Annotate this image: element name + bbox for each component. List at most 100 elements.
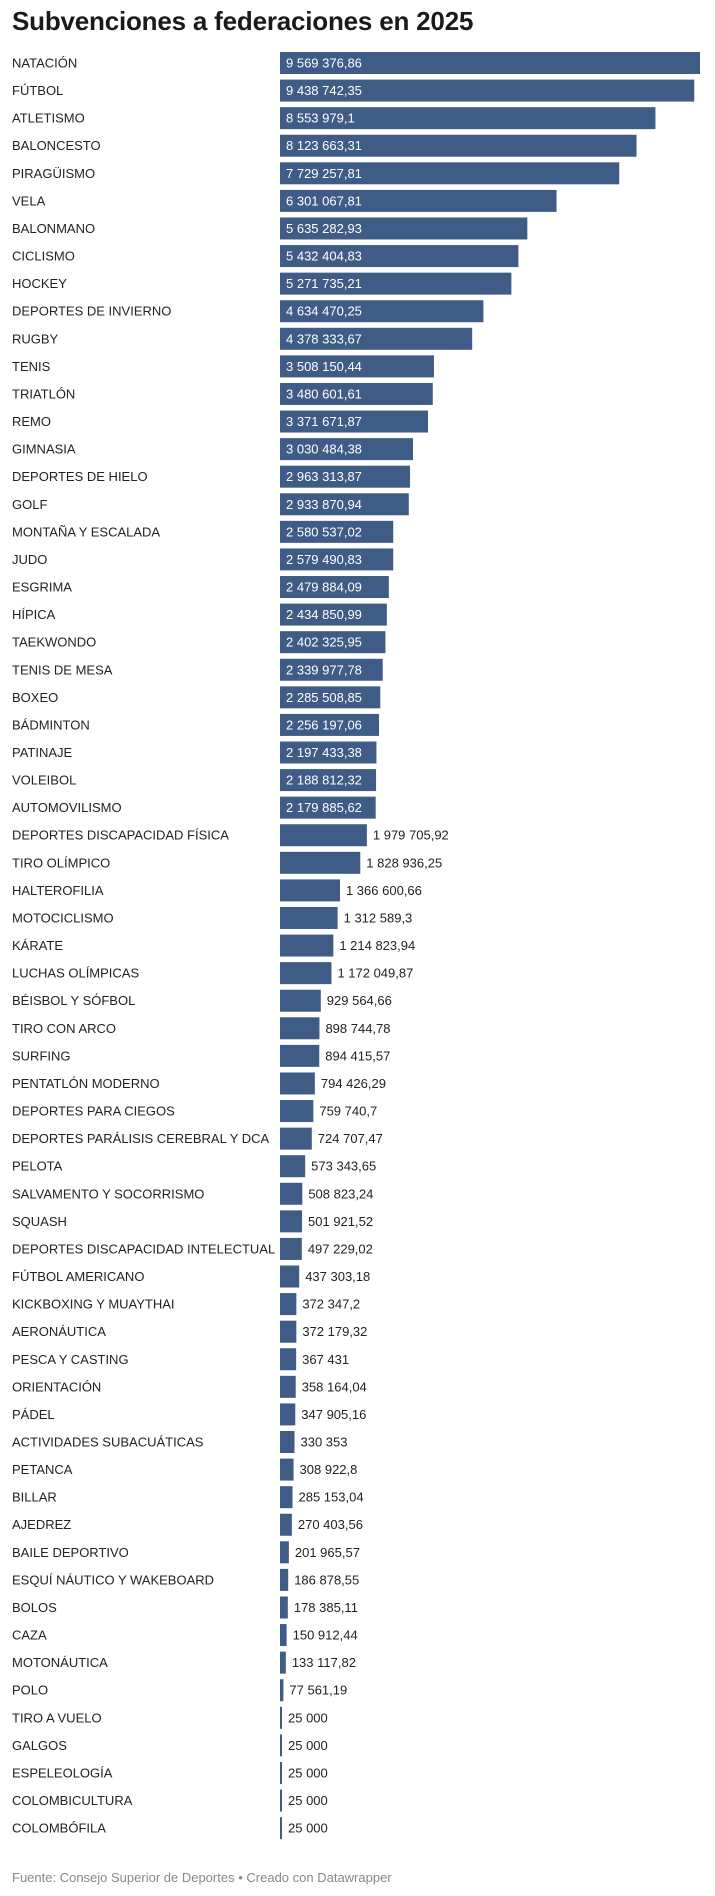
category-label: FÚTBOL AMERICANO bbox=[12, 1269, 144, 1284]
bar-row: AUTOMOVILISMO 2 179 885,62 bbox=[12, 796, 376, 819]
category-label: BOLOS bbox=[12, 1600, 57, 1615]
bar-row: COLOMBICULTURA 25 000 bbox=[12, 1789, 328, 1812]
bar bbox=[280, 851, 361, 874]
value-label: 898 744,78 bbox=[325, 1021, 390, 1036]
value-label: 367 431 bbox=[302, 1352, 349, 1367]
bar-row: CICLISMO 5 432 404,83 bbox=[12, 245, 519, 268]
category-label: ACTIVIDADES SUBACUÁTICAS bbox=[12, 1435, 204, 1450]
value-label: 25 000 bbox=[288, 1738, 328, 1753]
category-label: DEPORTES PARÁLISIS CEREBRAL Y DCA bbox=[12, 1131, 270, 1146]
value-label: 308 922,8 bbox=[300, 1462, 358, 1477]
bar bbox=[280, 272, 512, 295]
value-label: 5 635 282,93 bbox=[286, 221, 362, 236]
bar-row: BALONCESTO 8 123 663,31 bbox=[12, 134, 637, 157]
bar-row: CAZA 150 912,44 bbox=[12, 1624, 358, 1647]
value-label: 8 553 979,1 bbox=[286, 111, 355, 126]
category-label: TIRO CON ARCO bbox=[12, 1021, 116, 1036]
value-label: 501 921,52 bbox=[308, 1214, 373, 1229]
bar-row: PENTATLÓN MODERNO 794 426,29 bbox=[12, 1072, 386, 1095]
bar-row: KÁRATE 1 214 823,94 bbox=[12, 934, 415, 957]
bar-row: AERONÁUTICA 372 179,32 bbox=[12, 1320, 367, 1343]
bar-row: HÍPICA 2 434 850,99 bbox=[12, 603, 387, 626]
value-label: 437 303,18 bbox=[305, 1269, 370, 1284]
category-label: DEPORTES DISCAPACIDAD FÍSICA bbox=[12, 828, 229, 843]
bar-row: AJEDREZ 270 403,56 bbox=[12, 1513, 363, 1536]
bar-row: GALGOS 25 000 bbox=[12, 1734, 328, 1757]
bar-row: PELOTA 573 343,65 bbox=[12, 1155, 376, 1178]
bar-row: PÁDEL 347 905,16 bbox=[12, 1403, 366, 1426]
bar-row: TIRO OLÍMPICO 1 828 936,25 bbox=[12, 851, 442, 874]
value-label: 77 561,19 bbox=[289, 1683, 347, 1698]
category-label: COLOMBÓFILA bbox=[12, 1821, 106, 1836]
value-label: 1 366 600,66 bbox=[346, 883, 422, 898]
bar-row: FÚTBOL 9 438 742,35 bbox=[12, 79, 695, 102]
value-label: 724 707,47 bbox=[318, 1131, 383, 1146]
value-label: 2 188 812,32 bbox=[286, 773, 362, 788]
category-label: DEPORTES DISCAPACIDAD INTELECTUAL bbox=[12, 1241, 275, 1256]
category-label: AUTOMOVILISMO bbox=[12, 800, 122, 815]
category-label: PATINAJE bbox=[12, 745, 73, 760]
bar bbox=[280, 465, 411, 488]
category-label: SALVAMENTO Y SOCORRISMO bbox=[12, 1186, 204, 1201]
category-label: SQUASH bbox=[12, 1214, 67, 1229]
bar bbox=[280, 410, 428, 433]
bar-row: PETANCA 308 922,8 bbox=[12, 1458, 358, 1481]
value-label: 25 000 bbox=[288, 1793, 328, 1808]
bar-row: DEPORTES DISCAPACIDAD INTELECTUAL 497 229… bbox=[12, 1237, 373, 1260]
bar-row: ESGRIMA 2 479 884,09 bbox=[12, 576, 389, 599]
bar-row: HALTEROFILIA 1 366 600,66 bbox=[12, 879, 422, 902]
bar-row: ACTIVIDADES SUBACUÁTICAS 330 353 bbox=[12, 1431, 347, 1453]
bar bbox=[280, 906, 338, 929]
value-label: 2 402 325,95 bbox=[286, 635, 362, 650]
value-label: 2 285 508,85 bbox=[286, 690, 362, 705]
value-label: 1 828 936,25 bbox=[366, 855, 442, 870]
category-label: KICKBOXING Y MUAYTHAI bbox=[12, 1297, 175, 1312]
footer-credit[interactable]: Creado con Datawrapper bbox=[246, 1870, 392, 1885]
bar bbox=[280, 824, 367, 847]
bar bbox=[280, 1403, 296, 1426]
bar bbox=[280, 382, 433, 405]
bar bbox=[280, 162, 620, 185]
chart-footer: Fuente: Consejo Superior de Deportes • C… bbox=[12, 1870, 392, 1885]
category-label: PENTATLÓN MODERNO bbox=[12, 1076, 160, 1091]
category-label: LUCHAS OLÍMPICAS bbox=[12, 966, 139, 981]
value-label: 2 434 850,99 bbox=[286, 607, 362, 622]
bar-row: TRIATLÓN 3 480 601,61 bbox=[12, 382, 433, 405]
value-label: 794 426,29 bbox=[321, 1076, 386, 1091]
bar-row: DEPORTES PARA CIEGOS 759 740,7 bbox=[12, 1100, 377, 1123]
category-label: BÉISBOL Y SÓFBOL bbox=[12, 993, 135, 1008]
bar bbox=[280, 1541, 289, 1564]
category-label: CICLISMO bbox=[12, 249, 75, 264]
bar bbox=[280, 658, 383, 681]
bar-row: HOCKEY 5 271 735,21 bbox=[12, 272, 512, 295]
bar bbox=[280, 1127, 312, 1150]
value-label: 372 179,32 bbox=[302, 1324, 367, 1339]
value-label: 8 123 663,31 bbox=[286, 138, 362, 153]
bar bbox=[280, 327, 473, 350]
bar-row: TAEKWONDO 2 402 325,95 bbox=[12, 631, 386, 654]
bar-row: BOLOS 178 385,11 bbox=[12, 1596, 358, 1619]
category-label: PETANCA bbox=[12, 1462, 73, 1477]
category-label: SURFING bbox=[12, 1048, 71, 1063]
bar-row: DEPORTES DE INVIERNO 4 634 470,25 bbox=[12, 300, 484, 323]
bar-row: PIRAGÜISMO 7 729 257,81 bbox=[12, 162, 620, 185]
bar bbox=[280, 548, 394, 571]
bar-row: SALVAMENTO Y SOCORRISMO 508 823,24 bbox=[12, 1182, 373, 1205]
bar bbox=[280, 1706, 282, 1729]
category-label: HÍPICA bbox=[12, 607, 56, 622]
value-label: 25 000 bbox=[288, 1821, 328, 1836]
bar-row: RUGBY 4 378 333,67 bbox=[12, 327, 473, 350]
footer-source: Fuente: Consejo Superior de Deportes bbox=[12, 1870, 235, 1885]
bar bbox=[280, 300, 484, 323]
value-label: 2 179 885,62 bbox=[286, 800, 362, 815]
bar-row: BILLAR 285 153,04 bbox=[12, 1486, 364, 1509]
bar bbox=[280, 189, 557, 212]
bar bbox=[280, 438, 414, 461]
value-label: 270 403,56 bbox=[298, 1517, 363, 1532]
category-label: MOTONÁUTICA bbox=[12, 1655, 108, 1670]
value-label: 759 740,7 bbox=[319, 1104, 377, 1119]
value-label: 2 933 870,94 bbox=[286, 497, 362, 512]
category-label: MONTAÑA Y ESCALADA bbox=[12, 524, 160, 539]
bar bbox=[280, 355, 434, 378]
bar bbox=[280, 1458, 294, 1481]
